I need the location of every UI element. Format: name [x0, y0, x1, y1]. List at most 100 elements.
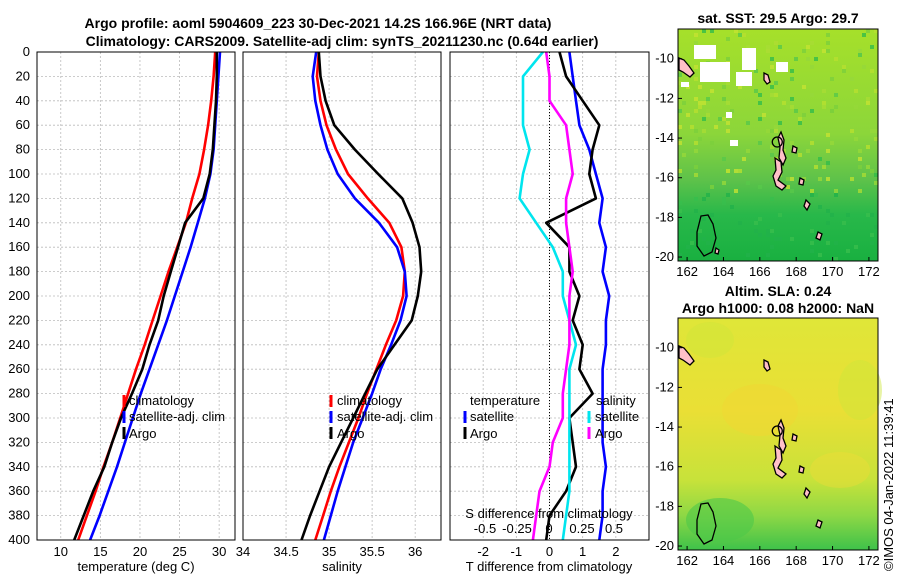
sst-pixel [770, 57, 774, 61]
y-tick-label: 360 [8, 483, 30, 498]
sst-pixel [802, 85, 806, 89]
map-y-tick-label: -12 [655, 379, 674, 394]
coastline-island [772, 156, 787, 191]
map-x-tick-label: 166 [749, 553, 771, 568]
sst-pixel [850, 177, 854, 181]
salinity-legend: climatology satellite-adj. clim Argo [329, 393, 433, 441]
sst-pixel [834, 257, 838, 261]
coastline-island [798, 177, 805, 186]
sst-pixel [770, 229, 774, 233]
sst-pixel [834, 193, 838, 197]
sst-pixel [866, 101, 870, 105]
sst-pixel [794, 57, 798, 61]
x-tick-label: 2 [612, 544, 619, 559]
sst-pixel [742, 33, 746, 37]
sla-blob [810, 452, 870, 488]
sst-pixel [726, 129, 730, 133]
sst-pixel [686, 113, 690, 117]
sst-pixel [802, 177, 806, 181]
sst-pixel [722, 157, 726, 161]
difference-ticks: -2 -1 0 1 2 [477, 544, 619, 559]
sst-pixel [754, 89, 758, 93]
map-x-tick-label: 172 [858, 553, 880, 568]
sst-pixel [694, 209, 698, 213]
argo-location-marker [771, 425, 783, 437]
sst-pixel [818, 157, 822, 161]
coastline-island [815, 519, 823, 529]
cloud-gap [742, 48, 756, 70]
sst-pixel [854, 137, 858, 141]
sst-pixel [834, 189, 838, 193]
coastline-island [696, 502, 717, 545]
sst-pixel [858, 149, 862, 153]
sst-pixel [802, 113, 806, 117]
legend-label-argo: Argo [129, 426, 156, 441]
series-salinity-argo [531, 52, 574, 540]
sst-pixel [822, 49, 826, 53]
sst-pixel [698, 229, 702, 233]
sst-pixel [822, 105, 826, 109]
sst-pixel [874, 225, 878, 229]
sst-pixel [690, 125, 694, 129]
legend-label-t-argo: Argo [470, 426, 497, 441]
s-difference-ticks: -0.5 -0.25 0 0.25 0.5 [474, 521, 623, 536]
sst-pixel [770, 245, 774, 249]
legend-label-s-argo: Argo [595, 426, 622, 441]
sst-pixel [706, 241, 710, 245]
sst-pixel [850, 129, 854, 133]
sst-pixel [678, 125, 682, 129]
sst-pixel [726, 57, 730, 61]
sst-pixel [810, 141, 814, 145]
sst-pixel [694, 129, 698, 133]
sst-pixel [818, 253, 822, 257]
sst-pixel [706, 193, 710, 197]
sst-pixel [842, 221, 846, 225]
sst-pixel [814, 57, 818, 61]
sst-pixel [702, 29, 706, 33]
sst-pixel [814, 165, 818, 169]
sst-pixel [738, 221, 742, 225]
y-tick-label: 200 [8, 288, 30, 303]
difference-lines [518, 52, 611, 540]
map-x-tick-label: 166 [749, 264, 771, 279]
sst-pixel [746, 149, 750, 153]
sst-pixel [678, 253, 682, 257]
x-tick-label: 20 [133, 544, 147, 559]
coastline-island [772, 444, 787, 479]
cloud-gap [730, 140, 738, 146]
sst-pixel [810, 41, 814, 45]
sst-map-title: sat. SST: 29.5 Argo: 29.7 [697, 10, 859, 26]
x-tick-label: 15 [93, 544, 107, 559]
x-tick-label: 10 [54, 544, 68, 559]
sst-pixel [702, 197, 706, 201]
sst-pixel [858, 165, 862, 169]
map-x-tick-label: 170 [822, 264, 844, 279]
sst-pixel [790, 77, 794, 81]
sst-pixel [698, 85, 702, 89]
sst-pixel [758, 185, 762, 189]
sst-pixel [694, 65, 698, 69]
sst-pixel [826, 133, 830, 137]
series-temperature-satellite [568, 52, 611, 540]
map-y-tick-label: -10 [655, 51, 674, 66]
sst-pixel [870, 241, 874, 245]
y-tick-label: 240 [8, 337, 30, 352]
sst-pixel [730, 205, 734, 209]
cloud-gap [726, 112, 732, 118]
sst-pixel [710, 89, 714, 93]
sst-pixel [690, 241, 694, 245]
sst-pixel [770, 65, 774, 69]
sst-pixel [694, 197, 698, 201]
sst-pixel [706, 109, 710, 113]
sst-pixel [842, 65, 846, 69]
coastline-island [803, 486, 811, 500]
sst-pixel [678, 73, 682, 77]
sst-map-ticks: 162 164 166 168 170 172 -10 -12 -14 -16 -18 -20 [655, 51, 880, 279]
x-tick-label: -1 [511, 544, 523, 559]
sst-pixel [834, 241, 838, 245]
y-tick-label: 0 [23, 44, 30, 59]
sst-pixel [866, 97, 870, 101]
sst-pixel [758, 217, 762, 221]
sst-pixel [758, 93, 762, 97]
sst-pixel [710, 185, 714, 189]
